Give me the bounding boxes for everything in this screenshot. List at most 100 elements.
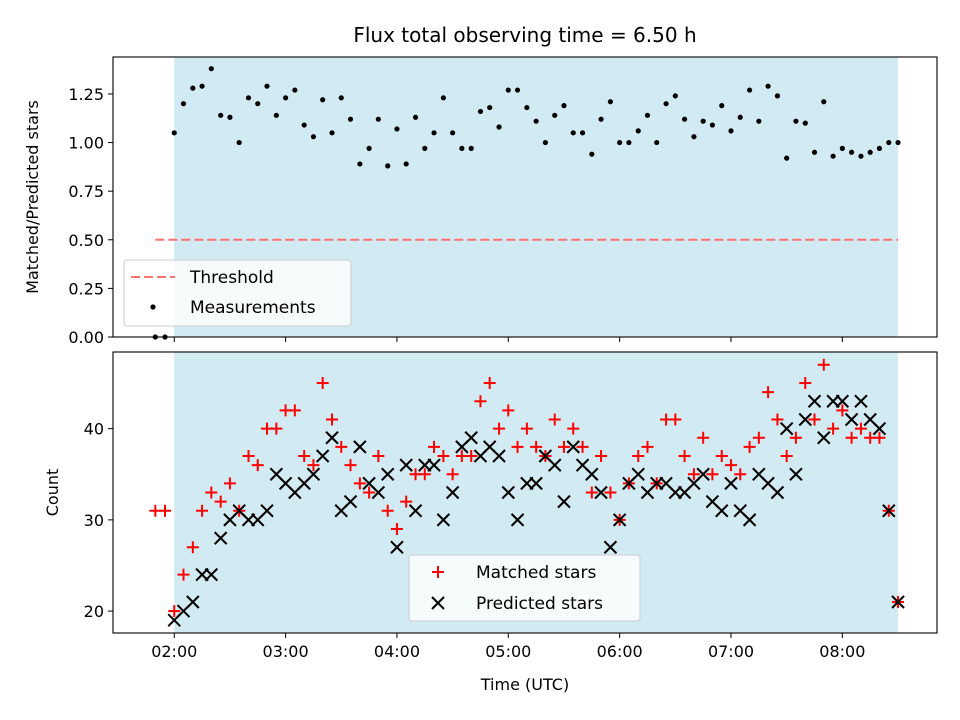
predicted-star-point: [492, 449, 506, 463]
predicted-star-point: [835, 394, 850, 408]
time-x-tick-label: 05:00: [485, 642, 531, 661]
legend-predicted-swatch: [431, 596, 445, 610]
predicted-star-point: [353, 440, 367, 454]
matched-star-point: [465, 450, 478, 463]
matched-star-point: [428, 440, 441, 453]
measurement-point: [255, 101, 261, 107]
measurement-point: [171, 130, 177, 136]
measurement-point: [570, 130, 576, 136]
measurement-point: [728, 128, 734, 134]
matched-star-point: [808, 413, 821, 426]
predicted-star-point: [742, 513, 757, 527]
predicted-star-point: [817, 431, 831, 445]
time-x-tick-label: 06:00: [597, 642, 643, 661]
measurement-point: [617, 139, 623, 146]
ratio-y-tick-label: 0.00: [68, 328, 104, 347]
matched-star-point: [706, 468, 719, 481]
matched-star-point: [223, 477, 236, 490]
predicted-star-point: [186, 595, 200, 609]
matched-star-point: [381, 504, 394, 517]
predicted-star-point: [696, 467, 710, 481]
predicted-star-point: [798, 412, 812, 427]
matched-star-point: [288, 404, 301, 417]
predicted-star-point: [779, 421, 794, 436]
matched-star-point: [845, 431, 858, 444]
measurement-point: [310, 134, 317, 140]
predicted-star-point: [315, 449, 330, 463]
matched-star-point: [641, 440, 654, 453]
matched-star-point: [335, 440, 348, 453]
measurement-point: [282, 95, 289, 101]
matched-star-point: [557, 440, 570, 453]
matched-star-point: [298, 450, 311, 463]
predicted-star-point: [854, 394, 868, 408]
measurement-point: [375, 116, 381, 122]
predicted-star-point: [343, 494, 358, 509]
matched-star-point: [697, 431, 710, 444]
predicted-star-point: [399, 458, 413, 472]
matched-star-point: [196, 504, 209, 517]
predicted-star-point: [445, 485, 460, 500]
matched-star-point: [595, 450, 608, 463]
predicted-star-point: [612, 513, 627, 527]
measurement-point: [552, 112, 558, 118]
matched-star-point: [576, 440, 589, 453]
measurement-point: [672, 93, 678, 99]
ratio-panel-frame: [112, 56, 938, 338]
measurement-point: [440, 95, 446, 101]
matched-star-point: [251, 459, 264, 472]
measurement-point: [264, 83, 270, 89]
measurement-point: [626, 139, 632, 146]
predicted-star-point: [325, 431, 339, 445]
measurement-point: [765, 83, 771, 89]
measurement-point: [292, 87, 298, 93]
matched-star-point: [270, 422, 283, 435]
legend-measurement-swatch: [150, 304, 156, 310]
measurement-point: [357, 161, 363, 167]
matched-star-point: [604, 486, 617, 499]
measurement-point: [218, 112, 224, 118]
predicted-star-point: [557, 494, 571, 509]
measurement-point: [412, 114, 419, 120]
predicted-star-point: [548, 458, 562, 472]
measurement-point: [245, 95, 252, 101]
matched-star-point: [205, 486, 218, 499]
matched-star-point: [817, 358, 830, 371]
predicted-star-point: [872, 421, 887, 436]
matched-star-point: [873, 431, 886, 444]
measurement-point: [385, 163, 391, 169]
measurement-point: [301, 122, 307, 128]
ratio-y-tick-label: 0.25: [68, 279, 104, 298]
ratio-y-tick-label: 0.75: [68, 182, 104, 201]
legend-matched-label: Matched stars: [476, 563, 596, 583]
ratio-y-axis-label: Matched/Predicted stars: [23, 100, 42, 294]
measurement-point: [821, 99, 827, 105]
count-y-tick-label: 30: [84, 511, 104, 530]
time-x-tick-label: 02:00: [151, 642, 197, 661]
matched-star-point: [734, 468, 747, 481]
predicted-star-point: [510, 513, 525, 527]
predicted-star-point: [427, 458, 441, 472]
measurement-point: [681, 116, 688, 122]
matched-star-point: [326, 413, 339, 426]
legend-matched-swatch: [432, 566, 444, 578]
measurement-point: [579, 130, 586, 136]
legend-threshold-label: Threshold: [189, 268, 274, 288]
matched-star-point: [715, 450, 728, 463]
measurement-point: [273, 112, 279, 118]
ratio-legend: Threshold Measurements: [123, 259, 352, 327]
measurement-point: [208, 66, 214, 72]
measurement-point: [663, 101, 669, 107]
matched-star-point: [493, 422, 506, 435]
matched-star-point: [752, 431, 765, 444]
predicted-star-point: [464, 431, 478, 445]
measurement-point: [876, 145, 883, 151]
measurement-point: [848, 149, 855, 155]
count-panel-frame: [112, 351, 938, 634]
measurement-point: [533, 118, 539, 124]
chart-title: Flux total observing time = 6.50 h: [353, 23, 696, 47]
measurement-point: [524, 104, 530, 111]
predicted-star-point: [306, 467, 321, 481]
measurement-point: [811, 149, 818, 155]
